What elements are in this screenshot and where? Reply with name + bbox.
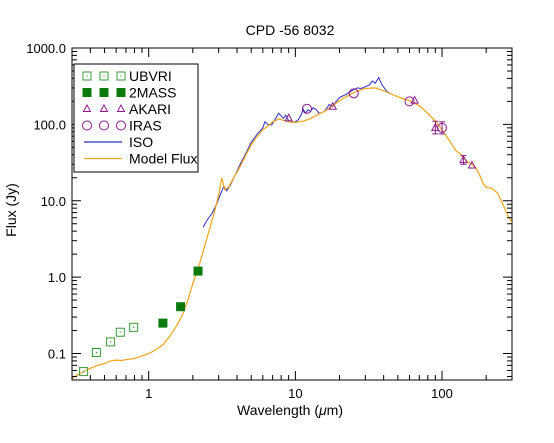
ubvri-point <box>106 337 116 347</box>
ubvri-point <box>115 327 125 337</box>
ubvri-point <box>129 322 139 332</box>
iras-point <box>437 122 448 133</box>
y-axis: 0.1 1.0 10.0 100.0 1000.0 <box>26 41 512 378</box>
akari-point <box>430 122 440 131</box>
y-axis-title: Flux (Jy) <box>3 183 19 237</box>
iso-series-line <box>202 76 392 228</box>
plot-area <box>71 47 513 381</box>
legend-marker-ubvri <box>82 71 92 81</box>
ubvri-point <box>79 367 89 377</box>
legend-marker-akari <box>82 103 92 112</box>
y-tick-label: 0.1 <box>48 347 66 362</box>
legend-marker-2mass <box>82 88 92 97</box>
legend-marker-ubvri <box>99 71 109 81</box>
2mass-point <box>176 302 186 312</box>
2mass-point <box>193 266 203 276</box>
legend-label-akari: AKARI <box>129 101 171 117</box>
legend-marker-akari <box>116 103 126 112</box>
legend-label-2mass: 2MASS <box>129 85 176 101</box>
iras-point <box>348 88 359 99</box>
legend-label-iras: IRAS <box>129 118 162 134</box>
y-tick-label: 1.0 <box>48 270 66 285</box>
legend-label-iso: ISO <box>129 134 153 150</box>
legend-marker-iras <box>116 120 126 131</box>
2mass-point <box>158 318 168 328</box>
y-tick-label: 10.0 <box>41 194 66 209</box>
legend-marker-2mass <box>116 88 126 97</box>
x-tick-label: 10 <box>288 386 302 401</box>
series-group <box>72 76 512 380</box>
legend-marker-iras <box>99 120 109 131</box>
ubvri-point <box>91 348 101 358</box>
akari-point <box>459 155 468 164</box>
x-tick-label: 100 <box>431 386 453 401</box>
y-tick-label: 100.0 <box>33 117 66 132</box>
plot-frame <box>71 47 513 381</box>
legend-marker-akari <box>99 103 109 112</box>
model-flux-line <box>72 87 512 380</box>
akari-point <box>284 113 293 122</box>
legend-marker-ubvri <box>116 71 126 81</box>
akari-point <box>328 101 338 110</box>
x-axis: 1 10 100 <box>71 48 513 401</box>
legend-box <box>73 63 199 173</box>
iras-point <box>404 96 415 107</box>
iras-point <box>301 103 312 114</box>
y-tick-label: 1000.0 <box>26 41 66 56</box>
legend-marker-2mass <box>99 88 109 97</box>
legend-label-ubvri: UBVRI <box>129 68 172 84</box>
x-tick-label: 1 <box>145 386 152 401</box>
legend-marker-iras <box>82 120 92 131</box>
akari-point <box>467 160 477 169</box>
x-axis-title: Wavelength (μm) <box>237 402 343 418</box>
akari-point <box>410 95 419 104</box>
legend-label-model-flux: Model Flux <box>129 151 197 167</box>
chart-title: CPD -56 8032 <box>246 22 335 38</box>
